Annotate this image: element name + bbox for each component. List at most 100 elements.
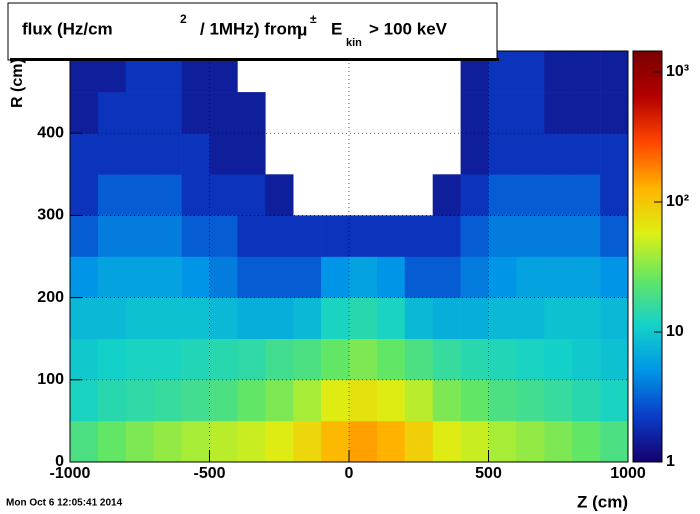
heatmap-cell <box>70 133 99 175</box>
heatmap-cell <box>404 338 433 381</box>
heatmap-cell <box>544 133 573 175</box>
heatmap-cell <box>516 133 545 175</box>
title-box: flux (Hz/cm 2 / 1MHz) from μ ± E kin > 1… <box>7 2 499 61</box>
heatmap-cell <box>516 215 545 257</box>
heatmap-cell <box>97 379 127 422</box>
heatmap-cell <box>153 174 182 216</box>
heatmap-cell <box>209 174 238 216</box>
heatmap-cell <box>600 133 629 175</box>
heatmap-cell <box>293 215 322 257</box>
title-part: > 100 keV <box>369 19 448 38</box>
heatmap-cell <box>97 133 127 175</box>
heatmap-cell <box>321 297 350 339</box>
x-tick-label: -500 <box>193 465 225 482</box>
heatmap-cell <box>237 338 266 381</box>
heatmap-cell <box>600 51 629 93</box>
heatmap-cell <box>488 256 517 298</box>
heatmap-cell <box>237 297 266 339</box>
heatmap-cell <box>237 92 266 134</box>
colorbar-tick-label: 10³ <box>666 63 689 80</box>
heatmap-cell <box>209 256 238 298</box>
heatmap-cell <box>153 379 182 422</box>
heatmap-cell <box>572 215 601 257</box>
heatmap-cell <box>209 92 238 134</box>
heatmap-cell <box>432 420 461 463</box>
heatmap-cell <box>432 256 461 298</box>
colorbar-tick-label: 10 <box>666 323 684 340</box>
heatmap-cell <box>265 256 294 298</box>
heatmap-cell <box>97 215 127 257</box>
y-tick-label: 200 <box>37 289 64 306</box>
heatmap-cell <box>572 256 601 298</box>
heatmap-cell <box>572 420 601 463</box>
heatmap-cell <box>572 338 601 381</box>
heatmap-cell <box>97 338 127 381</box>
heatmap-cell <box>265 215 294 257</box>
x-tick-label: 0 <box>345 465 354 482</box>
heatmap-cell <box>600 215 629 257</box>
heatmap-cell <box>600 174 629 216</box>
colorbar-tick-label: 1 <box>666 453 675 470</box>
heatmap-cell <box>600 256 629 298</box>
heatmap-cell <box>153 420 182 463</box>
heatmap-cell <box>97 174 127 216</box>
heatmap-cell <box>265 174 294 216</box>
heatmap-cell <box>265 297 294 339</box>
heatmap-cell <box>349 215 378 257</box>
heatmap-cell <box>321 338 350 381</box>
heatmap-cell <box>293 256 322 298</box>
heatmap-cell <box>181 133 210 175</box>
heatmap-cell <box>376 379 406 422</box>
heatmap-cell <box>321 379 350 422</box>
heatmap-cell <box>237 256 266 298</box>
heatmap-cell <box>432 379 461 422</box>
heatmap-cell <box>209 379 238 422</box>
heatmap-cell <box>125 133 154 175</box>
heatmap-cell <box>572 92 601 134</box>
heatmap-cell <box>544 256 573 298</box>
heatmap-cell <box>153 92 182 134</box>
heatmap-cell <box>265 379 294 422</box>
heatmap-cell <box>349 256 378 298</box>
heatmap-cell <box>70 174 99 216</box>
heatmap-cell <box>349 297 378 339</box>
heatmap-cell <box>516 92 545 134</box>
heatmap-cell <box>488 215 517 257</box>
heatmap-cell <box>237 215 266 257</box>
heatmap-cell <box>153 133 182 175</box>
heatmap-cell <box>460 420 489 463</box>
heatmap-cell <box>404 256 433 298</box>
heatmap-cell <box>516 420 545 463</box>
heatmap-cell <box>488 92 517 134</box>
heatmap <box>70 51 629 463</box>
heatmap-cell <box>460 92 489 134</box>
heatmap-cell <box>516 379 545 422</box>
heatmap-cell <box>125 92 154 134</box>
y-tick-label: 0 <box>55 453 64 470</box>
heatmap-cell <box>321 215 350 257</box>
heatmap-cell <box>600 420 629 463</box>
heatmap-cell <box>516 297 545 339</box>
heatmap-cell <box>516 256 545 298</box>
heatmap-cell <box>572 133 601 175</box>
x-axis-label: Z (cm) <box>577 492 628 511</box>
heatmap-cell <box>572 51 601 93</box>
heatmap-cell <box>321 420 350 463</box>
heatmap-cell <box>265 420 294 463</box>
heatmap-cell <box>293 379 322 422</box>
heatmap-cell <box>516 338 545 381</box>
colorbar-tick-label: 10² <box>666 193 689 210</box>
heatmap-cell <box>488 379 517 422</box>
colorbar <box>632 50 663 463</box>
heatmap-cell <box>432 215 461 257</box>
heatmap-cell <box>181 379 210 422</box>
heatmap-cell <box>488 420 517 463</box>
heatmap-cell <box>349 420 378 463</box>
y-tick-label: 100 <box>37 371 64 388</box>
title-part: kin <box>346 37 362 49</box>
heatmap-cell <box>544 215 573 257</box>
heatmap-cell <box>376 420 406 463</box>
heatmap-cell <box>209 338 238 381</box>
heatmap-cell <box>349 379 378 422</box>
heatmap-cell <box>70 92 99 134</box>
